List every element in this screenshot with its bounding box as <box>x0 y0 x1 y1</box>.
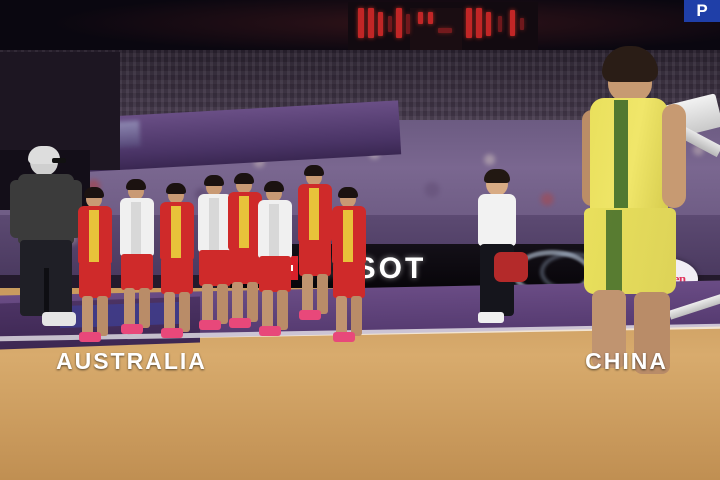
away-team-name: CHINA <box>585 348 668 374</box>
broadcaster-badge-label: P <box>696 1 708 20</box>
jumbotron-scoreboard <box>348 2 538 54</box>
court-key-paint <box>60 301 180 329</box>
broadcaster-badge: P <box>684 0 720 22</box>
home-team-name: AUSTRALIA <box>56 348 207 374</box>
scorebug-overlay: AUSTRALIA CHINA 42 46 13/23 57% <box>0 340 720 480</box>
